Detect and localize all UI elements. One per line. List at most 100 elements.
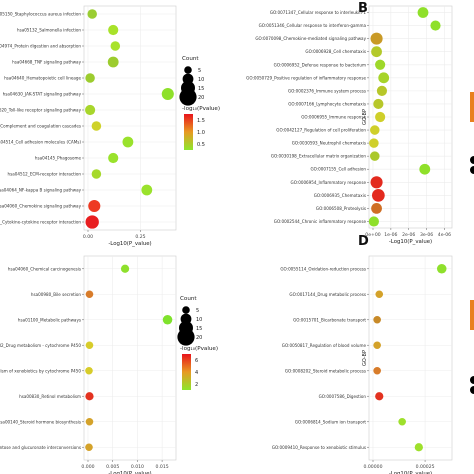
data-point bbox=[107, 56, 119, 68]
y-axis-label: GO-BP bbox=[362, 109, 368, 125]
legend-color-label: 1.0 bbox=[197, 130, 205, 136]
data-point bbox=[162, 314, 173, 325]
data-point bbox=[375, 392, 384, 401]
y-tick-label: GO:0006952_Defense response to bacterium bbox=[274, 62, 366, 67]
legend-color-label: 2 bbox=[195, 382, 198, 388]
legend-count-title: Count bbox=[182, 56, 199, 62]
y-tick-label: hsa04668_TNF signaling pathway bbox=[12, 60, 81, 65]
y-tick-label: GO:0006954_Inflammatory response bbox=[291, 180, 367, 185]
data-point bbox=[368, 216, 379, 227]
legend-count-swatch bbox=[179, 88, 197, 106]
legend-color-title: -log₁₀(Pvalue) bbox=[182, 106, 220, 112]
legend-color-label: 6 bbox=[195, 358, 198, 364]
y-tick-label: hsa00980_Metabolism of xenobiotics by cy… bbox=[0, 368, 81, 373]
legend-color-bar-edge bbox=[470, 92, 474, 122]
y-tick-label: GO:0007155_Cell adhesion bbox=[310, 167, 366, 172]
x-tick-label: 0.015 bbox=[156, 464, 169, 470]
data-point bbox=[414, 443, 423, 452]
y-tick-label: hsa04974_Protein digestion and absorptio… bbox=[0, 44, 81, 49]
x-tick-label: 0.00025 bbox=[416, 464, 435, 470]
legend-count-label: 15 bbox=[198, 86, 204, 92]
legend-edge-1 bbox=[470, 92, 474, 174]
x-tick-label: 3e-06 bbox=[420, 232, 433, 238]
data-point bbox=[85, 443, 93, 452]
y-tick-label: GO:0030593_Neutrophil chemotaxis bbox=[292, 141, 366, 146]
y-tick-label: GO:0050729_Positive regulation of inflam… bbox=[246, 75, 366, 80]
data-point bbox=[375, 111, 386, 123]
y-tick-label: hsa04060_Chemical carcinogenesis bbox=[8, 266, 81, 271]
legend-color-label: 1.5 bbox=[197, 118, 205, 124]
data-point bbox=[85, 392, 94, 401]
y-tick-label: hsa04630_JAK-STAT signaling pathway bbox=[3, 92, 82, 97]
x-axis-label: -Log10(P_value) bbox=[389, 239, 432, 245]
y-tick-label: GO:0051346_Cellular response to interfer… bbox=[259, 23, 367, 28]
plot-area bbox=[83, 255, 177, 461]
y-tick-label: GO:0015701_Bicarbonate transport bbox=[293, 317, 366, 322]
y-tick-label: GO:0007586_Digestion bbox=[319, 394, 367, 399]
y-tick-label: hsa00140_Steroid hormone biosynthesis bbox=[0, 419, 81, 424]
y-tick-label: GO:0042127_Regulation of cell proliferat… bbox=[276, 128, 366, 133]
legend-color-bar bbox=[182, 354, 191, 390]
x-tick-label: 0.000 bbox=[81, 464, 94, 470]
y-tick-label: GO:0006955_Immune response bbox=[301, 115, 366, 120]
y-tick-label: GO:0017144_Drug metabolic process bbox=[289, 292, 366, 297]
y-tick-label: hsa04061_Cytokine-cytokine receptor inte… bbox=[0, 220, 81, 225]
data-point bbox=[369, 138, 379, 148]
data-point bbox=[398, 417, 406, 426]
y-tick-label: GO:0070098_Chemokine-mediated signaling … bbox=[255, 36, 366, 41]
legend-color-bar-edge bbox=[470, 300, 474, 330]
data-point bbox=[120, 264, 130, 273]
legend-color-label: 4 bbox=[195, 370, 198, 376]
y-tick-label: GO:0006935_Chemotaxis bbox=[314, 193, 366, 198]
data-point bbox=[373, 341, 381, 350]
data-point bbox=[85, 215, 99, 229]
data-point bbox=[122, 136, 134, 148]
data-point bbox=[430, 20, 441, 31]
data-point bbox=[419, 163, 431, 175]
y-tick-label: GO:0007166_Lymphocyte chemotaxis bbox=[288, 101, 366, 106]
y-tick-label: GO:0006508_Proteolysis bbox=[316, 206, 366, 211]
legend-count-swatch-edge bbox=[470, 156, 474, 164]
panel-letter: B bbox=[358, 1, 368, 16]
y-tick-label: hsa04064_NF-kappa B signaling pathway bbox=[0, 188, 82, 193]
y-tick-label: hsa00830_Retinol metabolism bbox=[19, 394, 81, 399]
y-axis-label: GO-BP bbox=[362, 350, 368, 366]
y-tick-label: hsa05132_Salmonella infection bbox=[17, 28, 81, 33]
panel-2: 0e+00 1e-06 2e-06 3e-06 4e-06 GO:0071347_Cell… bbox=[246, 1, 453, 245]
x-tick-label: 1e-06 bbox=[384, 232, 397, 238]
legend-count-label: 10 bbox=[196, 317, 202, 323]
data-point bbox=[370, 32, 383, 45]
panel-letter: D bbox=[358, 234, 369, 249]
legend-count-label: 5 bbox=[196, 308, 199, 314]
plot-area bbox=[368, 255, 453, 461]
x-tick-label: 4e-06 bbox=[438, 232, 451, 238]
legend-count-label: 10 bbox=[198, 77, 204, 83]
data-point bbox=[141, 184, 153, 196]
legend-count-label: 20 bbox=[198, 95, 204, 101]
legend-count-swatch bbox=[184, 66, 192, 74]
y-tick-label: hsa04610_Complement and coagulation casc… bbox=[0, 124, 81, 129]
x-tick-label: 0.00 bbox=[83, 234, 93, 240]
y-tick-label: hsa01100_Metabolic pathways bbox=[18, 317, 81, 322]
x-axis-label: -Log10(P_value) bbox=[389, 471, 432, 474]
x-tick-label: 0e+00 bbox=[365, 232, 381, 238]
data-point bbox=[436, 263, 447, 274]
data-point bbox=[373, 98, 384, 110]
data-point bbox=[91, 121, 102, 131]
data-point bbox=[375, 290, 384, 299]
data-point bbox=[85, 366, 93, 375]
y-tick-label: hsa00980_Bile secretion bbox=[31, 292, 81, 297]
data-point bbox=[373, 366, 381, 375]
data-point bbox=[85, 73, 95, 83]
legend-count-label: 15 bbox=[196, 326, 202, 332]
data-point bbox=[417, 7, 429, 18]
y-tick-label: GO:0055114_Oxidation-reduction process bbox=[280, 266, 366, 271]
data-point bbox=[87, 9, 97, 19]
legend-count-swatch-edge bbox=[470, 376, 474, 384]
legend-color-label: 0.5 bbox=[197, 142, 205, 148]
legend-count-swatch-edge bbox=[470, 166, 474, 174]
y-tick-label: GO:0002376_Immune system process bbox=[288, 88, 366, 93]
data-point bbox=[370, 176, 383, 189]
data-point bbox=[85, 290, 94, 299]
